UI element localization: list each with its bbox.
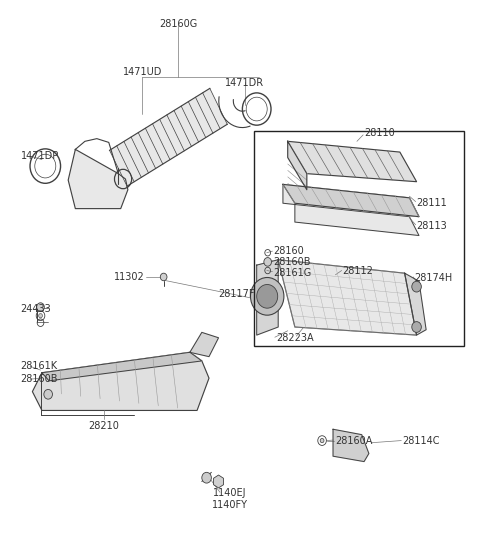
Circle shape bbox=[36, 303, 44, 312]
Polygon shape bbox=[405, 273, 426, 335]
Text: 28112: 28112 bbox=[343, 266, 373, 275]
Polygon shape bbox=[283, 184, 419, 235]
Polygon shape bbox=[109, 88, 227, 186]
Text: 28160A: 28160A bbox=[336, 436, 373, 446]
Text: 1140EJ: 1140EJ bbox=[213, 489, 246, 498]
Text: 28111: 28111 bbox=[417, 197, 447, 208]
Text: 28117F: 28117F bbox=[218, 289, 254, 299]
Text: 28113: 28113 bbox=[417, 221, 447, 232]
Text: 1140FY: 1140FY bbox=[212, 500, 248, 510]
Text: 28114C: 28114C bbox=[402, 436, 440, 446]
Text: 11302: 11302 bbox=[114, 272, 144, 282]
Polygon shape bbox=[68, 149, 128, 209]
Polygon shape bbox=[333, 429, 369, 461]
Circle shape bbox=[44, 390, 52, 399]
Text: 28160G: 28160G bbox=[159, 18, 197, 29]
Text: 28160B: 28160B bbox=[274, 257, 311, 267]
Polygon shape bbox=[257, 260, 278, 335]
Polygon shape bbox=[288, 141, 417, 182]
Circle shape bbox=[160, 273, 167, 281]
Text: 28174H: 28174H bbox=[414, 273, 453, 283]
Text: 28160B: 28160B bbox=[21, 374, 58, 384]
Polygon shape bbox=[283, 184, 419, 217]
Circle shape bbox=[251, 278, 284, 315]
Text: 28161G: 28161G bbox=[274, 268, 312, 278]
Text: 28223A: 28223A bbox=[276, 333, 313, 344]
Text: 1471DP: 1471DP bbox=[21, 151, 59, 161]
Text: 28161K: 28161K bbox=[21, 361, 58, 371]
Bar bbox=[254, 130, 464, 346]
Polygon shape bbox=[288, 141, 307, 190]
Polygon shape bbox=[278, 260, 417, 335]
Circle shape bbox=[412, 322, 421, 332]
Text: 28210: 28210 bbox=[88, 421, 120, 431]
Text: 24433: 24433 bbox=[21, 304, 51, 314]
Polygon shape bbox=[42, 352, 202, 381]
Circle shape bbox=[202, 472, 211, 483]
Polygon shape bbox=[33, 352, 209, 411]
Text: 28160: 28160 bbox=[274, 246, 304, 256]
Circle shape bbox=[257, 285, 278, 308]
Circle shape bbox=[38, 314, 42, 318]
Circle shape bbox=[412, 281, 421, 292]
Text: 28110: 28110 bbox=[364, 128, 395, 138]
Circle shape bbox=[264, 258, 272, 266]
Text: 1471UD: 1471UD bbox=[122, 67, 162, 77]
Circle shape bbox=[320, 438, 324, 443]
Polygon shape bbox=[190, 332, 218, 357]
Text: 1471DR: 1471DR bbox=[225, 78, 264, 88]
